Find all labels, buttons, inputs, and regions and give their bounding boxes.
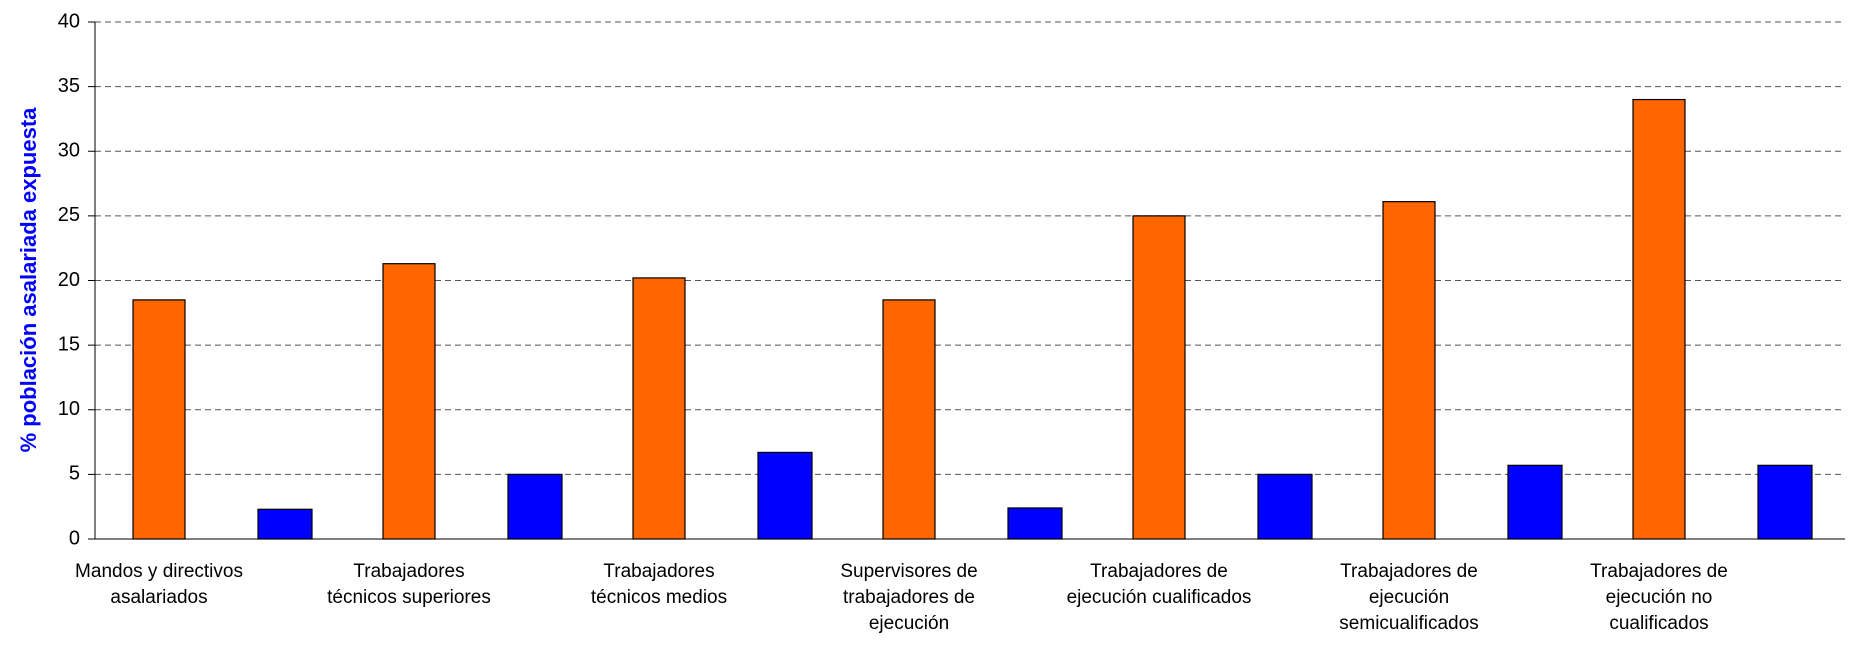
y-axis-label: % población asalariada expuesta [16, 107, 41, 453]
bar [757, 451, 813, 540]
y-tick-label: 25 [58, 204, 80, 226]
bar [132, 299, 186, 540]
bar [257, 508, 313, 540]
bar [1257, 473, 1313, 540]
y-tick-label: 20 [58, 269, 80, 291]
bar [1007, 507, 1063, 540]
bar [1132, 215, 1186, 540]
x-tick-label: Trabajadores técnicos superiores [327, 561, 491, 608]
y-tick-label: 15 [58, 333, 80, 355]
x-tick-label: Trabajadores de ejecución no cualificado… [1590, 561, 1728, 634]
y-tick-label: 5 [69, 463, 80, 485]
bar [1382, 201, 1436, 540]
bar [382, 263, 436, 540]
bar [1632, 98, 1686, 540]
x-tick-label: Supervisores de trabajadores de ejecució… [840, 561, 978, 634]
bar [882, 299, 936, 540]
y-tick-label: 30 [58, 140, 80, 162]
y-tick-label: 35 [58, 75, 80, 97]
bar [632, 277, 686, 540]
y-tick-label: 40 [58, 10, 80, 32]
y-tick-label: 0 [69, 527, 80, 549]
x-tick-label: Trabajadores técnicos medios [590, 561, 728, 608]
bar [1507, 464, 1563, 540]
bar [507, 473, 563, 540]
x-tick-label: Trabajadores de ejecución cualificados [1066, 561, 1252, 608]
x-tick-label: Mandos y directivos asalariados [75, 561, 243, 608]
x-tick-label: Trabajadores de ejecución semicualificad… [1339, 561, 1479, 634]
y-tick-label: 10 [58, 398, 80, 420]
bar [1757, 464, 1813, 540]
